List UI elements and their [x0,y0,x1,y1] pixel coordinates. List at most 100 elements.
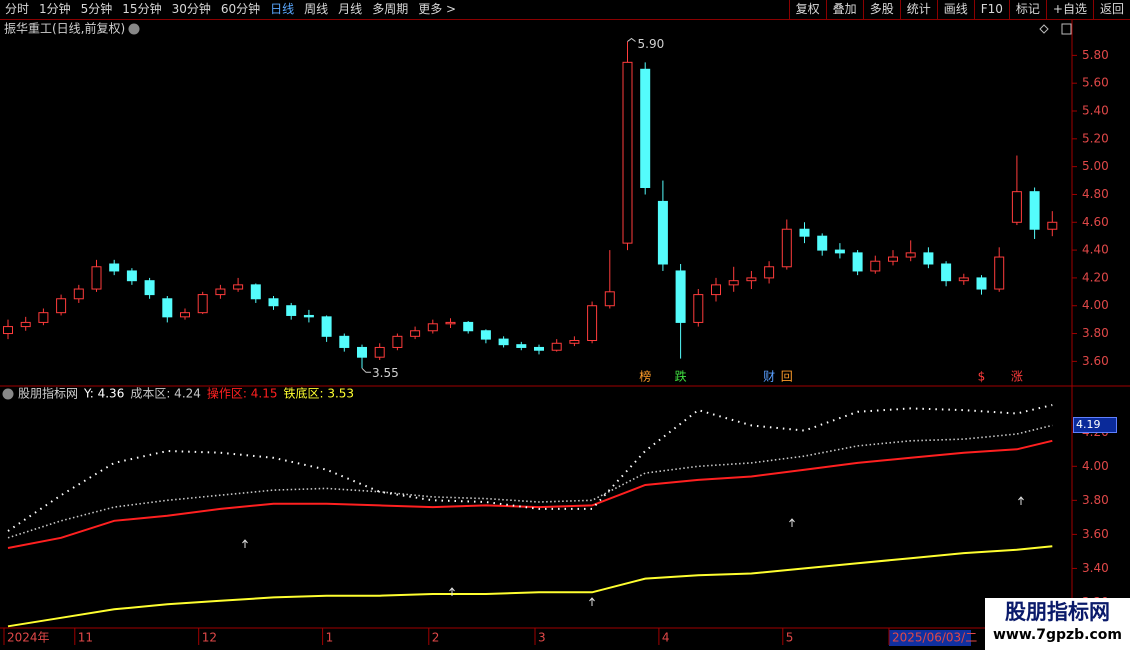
candle-body [144,280,155,296]
watermark-title: 股朋指标网 [1005,600,1110,624]
period-tab[interactable]: 30分钟 [171,2,211,16]
tool-button[interactable]: 返回 [1092,0,1130,19]
candle-body [38,312,49,323]
menu-icon[interactable] [128,23,140,35]
x-tick-label: 5 [786,631,794,645]
candle-body [303,314,314,318]
min-label: 3.55 [372,366,399,380]
legend-entry: 操作区: 4.15 [207,386,278,401]
event-tag: 涨 [1011,369,1023,384]
y-tick-label: 4.40 [1082,243,1109,257]
candle-body [392,335,403,348]
tool-button[interactable]: +自选 [1045,0,1093,19]
event-tag: $ [978,370,986,384]
candle-body [640,68,651,189]
arrow-marker [1018,496,1024,505]
candle-body [410,330,421,337]
event-tag: 回 [781,370,793,384]
tool-button[interactable]: 多股 [862,0,900,19]
tool-button[interactable]: 统计 [899,0,937,19]
candle-body [162,298,173,318]
arrow-marker [242,539,248,548]
period-tab[interactable]: 5分钟 [80,2,113,16]
max-label: 5.90 [638,37,665,51]
y-tick-label: 4.20 [1082,270,1109,284]
y-tick-label: 3.40 [1082,561,1109,575]
y-tick-label: 4.80 [1082,187,1109,201]
candle-body [56,298,67,314]
candle-body [357,346,367,358]
candle-body [587,305,598,341]
menu-icon[interactable] [2,388,14,400]
y-tick-label: 4.00 [1082,298,1109,312]
candle-body [852,252,863,272]
period-tab[interactable]: 月线 [338,2,363,16]
indicator-line [7,424,1053,539]
candle-body [1029,191,1040,230]
y-tick-label: 5.80 [1082,48,1109,62]
legend-entry: 成本区: 4.24 [130,387,201,401]
period-tab[interactable]: 多周期 [372,2,409,16]
indicator-line [7,545,1053,628]
period-tab[interactable]: 60分钟 [220,2,261,16]
candle-body [339,335,350,348]
candle-body [958,277,969,282]
period-tab[interactable]: 更多 > [418,2,457,16]
candle-body [728,280,739,286]
period-tab[interactable]: 周线 [304,2,329,16]
candle-body [480,330,491,340]
event-tag: 榜 [639,369,651,384]
y-tick-label: 5.60 [1082,76,1109,90]
period-tab[interactable]: 分时 [5,2,30,16]
candle-body [1011,191,1022,223]
tool-button[interactable]: 叠加 [825,0,863,19]
candle-body [109,263,120,272]
candle-body [20,321,31,328]
candle-body [374,346,385,358]
y-tick-label: 5.00 [1082,159,1109,173]
candle-body [427,323,438,332]
candle-body [516,344,527,348]
candle-body [834,249,845,254]
tool-buttons: 复权 叠加 多股 统计 画线 F10 标记 +自选 返回 [788,0,1130,19]
tool-button[interactable]: 复权 [788,0,826,19]
period-tabs: 分时 1分钟 5分钟 15分钟 30分钟 60分钟 日线 周线 月线 多周期 更多 > [0,0,461,19]
candle-body [463,321,474,332]
watermark: 股朋指标网 www.7gpzb.com [985,598,1130,650]
x-tick-label: 2024年 [7,631,50,645]
x-tick-label: 2 [432,631,440,645]
arrow-marker [789,518,795,527]
candle-body [180,312,190,318]
candle-body [534,346,544,351]
candle-body [1047,221,1058,230]
y-tick-label: 3.60 [1082,354,1109,368]
candle-body [321,316,332,337]
y-tick-label: 4.00 [1082,459,1109,473]
y-tick-label: 3.80 [1082,326,1109,340]
icon[interactable] [1039,24,1049,34]
x-tick-label: 3 [538,631,546,645]
arrow-marker [589,597,595,606]
period-tab[interactable]: 1分钟 [39,2,71,16]
x-tick-label: 2025/06/03/二 [892,631,977,645]
candle-body [817,235,828,251]
tool-button[interactable]: 标记 [1008,0,1046,19]
x-tick-label: 1 [326,631,334,645]
period-tab[interactable]: 15分钟 [122,2,162,16]
candle-body [622,61,633,244]
icon[interactable] [1061,23,1072,35]
candle-body [498,338,509,346]
cursor-date-box [889,630,971,646]
tool-button[interactable]: 画线 [936,0,974,19]
candle-body [746,277,757,282]
y-tick-label: 3.80 [1082,493,1109,507]
candle-body [250,284,261,300]
period-tab[interactable]: 日线 [270,2,295,16]
watermark-url: www.7gpzb.com [992,627,1122,643]
candle-body [976,277,987,290]
event-tag: 跌 [675,369,687,384]
candle-body [693,294,704,323]
tool-button[interactable]: F10 [973,0,1009,19]
